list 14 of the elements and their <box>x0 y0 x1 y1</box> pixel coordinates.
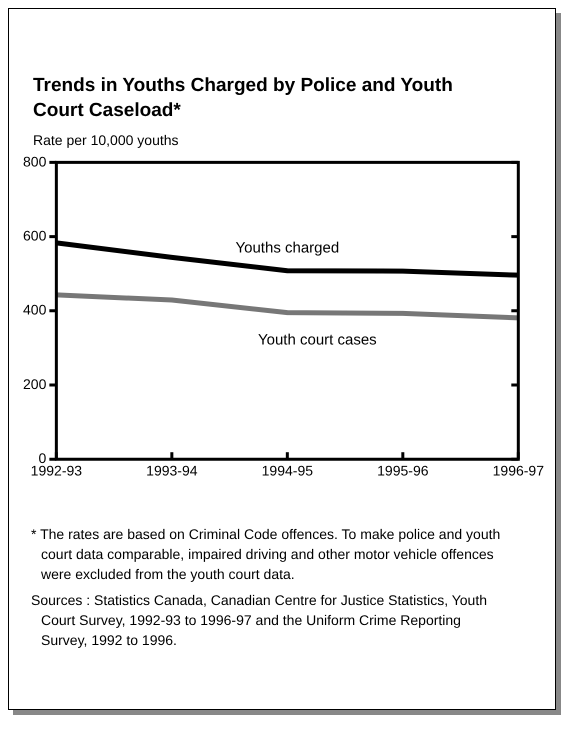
y-tick-label: 400 <box>23 302 47 318</box>
source-note: Sources : Statistics Canada, Canadian Centre for Justice Statistics, Youth Court Survey, 1992-93 to 1996-97 and the Uniform Crime Reporting Survey, 1992 to 1996. <box>31 591 488 650</box>
x-tick-label: 1994-95 <box>262 462 314 478</box>
x-tick-label: 1995-96 <box>377 462 429 478</box>
series-label: Youth court cases <box>258 332 377 349</box>
x-tick-label: 1993-94 <box>146 462 198 478</box>
y-axis-title: Rate per 10,000 youths <box>33 132 179 148</box>
y-tick-label: 800 <box>23 153 47 170</box>
series-label: Youths charged <box>235 240 340 257</box>
text: * The rates are based on Criminal Code offences. To make police and youth court data comparable, impaired driving and other motor vehicle offences were excluded from the youth court data. <box>31 525 502 584</box>
y-tick-label: 600 <box>23 227 47 244</box>
x-tick-label: 1996-97 <box>492 462 544 478</box>
chart-title: Trends in Youths Charged by Police and Youth Court Caseload* <box>33 74 454 123</box>
y-tick-label: 200 <box>23 376 47 392</box>
